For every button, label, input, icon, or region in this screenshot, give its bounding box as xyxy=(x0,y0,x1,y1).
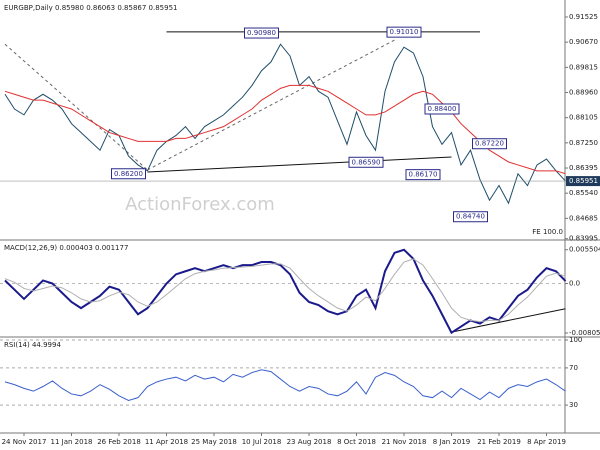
annotation-label: 0.86170 xyxy=(409,171,438,179)
annotation-label: 0.86590 xyxy=(352,158,381,166)
series-line xyxy=(4,43,566,205)
x-tick-label: 11 Jan 2018 xyxy=(51,438,93,446)
y-tick-label: 0.0 xyxy=(569,280,580,288)
trendline xyxy=(4,43,148,171)
x-tick-label: 23 Aug 2018 xyxy=(287,438,332,446)
x-tick-label: 8 Jan 2019 xyxy=(433,438,471,446)
trendline xyxy=(451,308,566,333)
annotation-box xyxy=(386,26,422,38)
x-tick-label: 11 Apr 2018 xyxy=(145,438,188,446)
annotation-box xyxy=(348,156,384,168)
annotation-label: 0.91010 xyxy=(390,28,419,36)
y-tick-label: 0.86395 xyxy=(569,164,598,172)
annotation-box xyxy=(453,211,488,223)
watermark: ActionForex.com xyxy=(125,194,275,215)
panel-title: RSI(14) 44.9994 xyxy=(4,341,61,349)
annotation-box xyxy=(472,138,507,150)
last-price-box xyxy=(566,176,600,187)
y-tick-label: 0.84685 xyxy=(569,214,598,222)
series-line xyxy=(4,369,566,401)
y-tick-label: 0.88960 xyxy=(569,89,598,97)
panel-title: MACD(12,26,9) 0.000403 0.001177 xyxy=(4,244,128,252)
y-tick-label: 0.85540 xyxy=(569,189,598,197)
series-line xyxy=(4,258,566,323)
x-tick-label: 26 Feb 2018 xyxy=(97,438,141,446)
annotation-box xyxy=(424,103,460,115)
x-tick-label: 25 May 2018 xyxy=(191,438,237,446)
y-tick-label: 0.87250 xyxy=(569,139,598,147)
x-tick-label: 8 Oct 2018 xyxy=(337,438,376,446)
y-tick-label: 70 xyxy=(569,364,578,372)
y-tick-label: 0.89815 xyxy=(569,63,598,71)
y-tick-label: -0.00805 xyxy=(569,329,600,337)
last-price-label: 0.85951 xyxy=(569,177,598,185)
y-tick-label: 0.005504 xyxy=(569,246,600,254)
annotation-box xyxy=(111,168,146,180)
y-tick-label: 0.91525 xyxy=(569,13,598,21)
trendline xyxy=(147,39,395,171)
trendline xyxy=(147,156,452,173)
annotation-label: 0.84740 xyxy=(456,213,485,221)
annotation-box xyxy=(244,27,279,39)
annotation-label: 0.88400 xyxy=(428,105,457,113)
annotation-box xyxy=(405,169,441,181)
y-tick-label: 0.90670 xyxy=(569,38,598,46)
x-tick-label: 8 Apr 2019 xyxy=(527,438,566,446)
x-tick-label: 21 Nov 2018 xyxy=(382,438,427,446)
x-tick-label: 24 Nov 2017 xyxy=(2,438,47,446)
annotation-label: 0.90980 xyxy=(247,29,276,37)
annotation-label: 0.87220 xyxy=(475,140,504,148)
series-line xyxy=(4,84,566,175)
x-tick-label: 10 Jul 2018 xyxy=(242,438,282,446)
y-tick-label: 0.88105 xyxy=(569,114,598,122)
y-tick-label: 100 xyxy=(569,336,582,344)
annotation-label: 0.86200 xyxy=(114,170,143,178)
y-tick-label: 0.83995 xyxy=(569,235,598,243)
panel-title: EURGBP,Daily 0.85980 0.86063 0.85867 0.8… xyxy=(4,4,177,12)
y-tick-label: 30 xyxy=(569,401,578,409)
footnote: FE 100.0 xyxy=(532,228,563,236)
x-tick-label: 21 Feb 2019 xyxy=(477,438,521,446)
